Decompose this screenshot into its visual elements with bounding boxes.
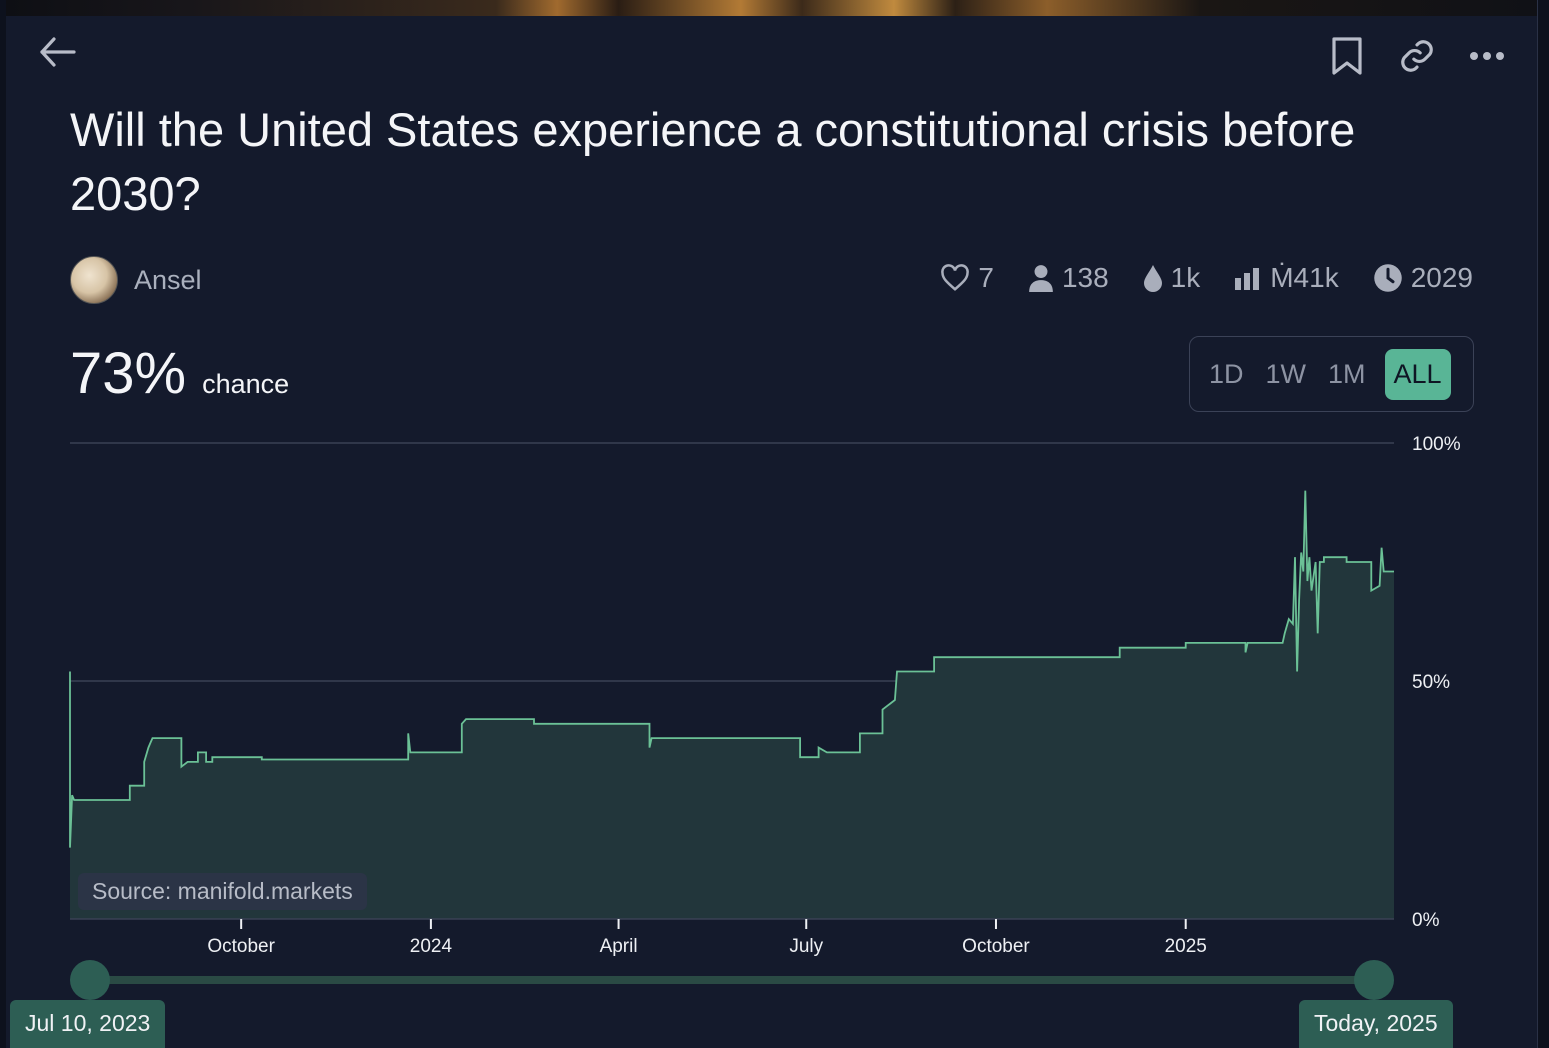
liquidity-stat: 1k <box>1143 262 1201 294</box>
x-tick-label: July <box>789 936 823 957</box>
heart-icon <box>941 264 970 291</box>
y-tick-label: 50% <box>1412 672 1450 693</box>
x-tick-label: 2025 <box>1165 936 1207 957</box>
window-edge-left <box>0 0 6 1048</box>
volume-stat: Ṁ41k <box>1234 262 1339 294</box>
link-icon <box>1401 40 1433 72</box>
bar-chart-icon <box>1235 268 1260 290</box>
bookmark-button[interactable] <box>1325 34 1369 78</box>
avatar[interactable] <box>70 256 118 304</box>
time-range-selector: 1D 1W 1M ALL <box>1189 336 1474 412</box>
range-tab-1m[interactable]: 1M <box>1328 358 1366 389</box>
header-actions <box>1325 34 1509 78</box>
range-end-label: Today, 2025 <box>1299 1000 1453 1048</box>
range-start-label: Jul 10, 2023 <box>10 1000 166 1048</box>
range-tab-1w[interactable]: 1W <box>1265 358 1307 389</box>
traders-count: 138 <box>1061 262 1109 293</box>
probability-area <box>70 490 1394 919</box>
more-horizontal-icon <box>1470 52 1504 60</box>
close-date-stat[interactable]: 2029 <box>1373 262 1473 294</box>
probability-line <box>69 490 1394 848</box>
liquidity-value: 1k <box>1170 262 1201 293</box>
back-button[interactable] <box>36 34 80 70</box>
y-tick-label: 100% <box>1412 434 1461 455</box>
x-tick-label: October <box>207 936 275 957</box>
scrollbar[interactable] <box>1537 0 1549 1048</box>
market-stats: 7 138 1k Ṁ41k 2029 <box>940 262 1473 294</box>
banner-image <box>6 0 1537 16</box>
probability-chart[interactable]: 100% 50% 0% October 2024 April July October 2025 <box>0 420 1549 980</box>
x-tick-label: April <box>600 936 638 957</box>
x-tick-label: October <box>962 936 1030 957</box>
volume-value: Ṁ41k <box>1270 262 1339 293</box>
source-label: Source: manifold.markets <box>78 873 367 910</box>
range-tab-all[interactable]: ALL <box>1384 348 1451 400</box>
author-name[interactable]: Ansel <box>134 264 202 295</box>
range-slider-track[interactable] <box>90 976 1375 984</box>
x-tick-label: 2024 <box>410 936 453 957</box>
more-button[interactable] <box>1465 34 1509 78</box>
user-icon <box>1029 265 1053 292</box>
likes-stat[interactable]: 7 <box>940 262 994 294</box>
range-tab-1d[interactable]: 1D <box>1209 358 1244 389</box>
likes-count: 7 <box>978 262 994 293</box>
bookmark-icon <box>1332 37 1362 75</box>
market-title: Will the United States experience a cons… <box>70 103 1356 220</box>
traders-stat: 138 <box>1028 262 1109 294</box>
arrow-left-icon <box>40 37 76 67</box>
probability-display: 73% chance <box>70 340 289 407</box>
clock-icon <box>1373 264 1402 292</box>
range-end-handle[interactable] <box>1354 960 1394 1000</box>
y-tick-label: 0% <box>1412 910 1440 931</box>
author-block[interactable]: Ansel <box>70 256 202 304</box>
probability-value: 73% <box>70 341 187 406</box>
range-start-handle[interactable] <box>70 960 110 1000</box>
copy-link-button[interactable] <box>1395 34 1439 78</box>
probability-label: chance <box>202 369 290 399</box>
droplet-icon <box>1143 265 1162 292</box>
close-year: 2029 <box>1410 262 1473 293</box>
